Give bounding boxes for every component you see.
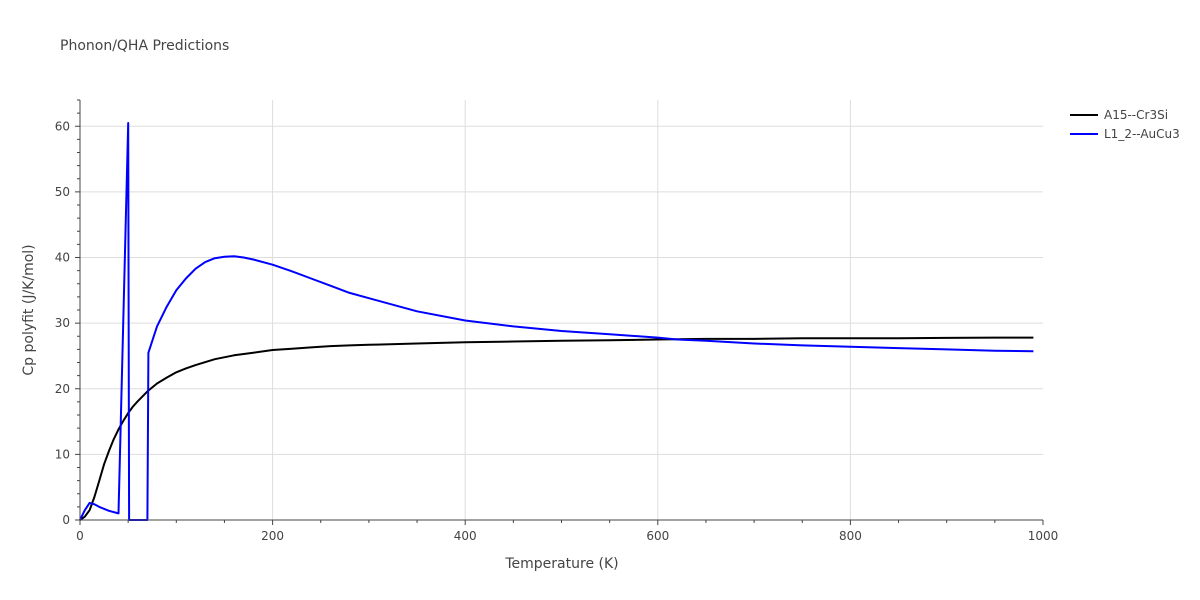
y-tick-label: 20 [55,382,70,396]
legend: A15--Cr3Si L1_2--AuCu3 [1070,108,1180,141]
y-axis-label: Cp polyfit (J/K/mol) [21,244,37,375]
legend-label: L1_2--AuCu3 [1104,127,1180,141]
y-tick-label: 30 [55,316,70,330]
legend-label: A15--Cr3Si [1104,108,1168,122]
x-tick-label: 200 [261,529,284,543]
y-tick-label: 0 [62,513,70,527]
x-tick-label: 0 [76,529,84,543]
y-tick-label: 40 [55,251,70,265]
axes: 0 200 400 600 800 1000 0 10 20 30 40 50 60 [55,99,1059,543]
y-tick-label: 50 [55,185,70,199]
x-tick-label: 600 [646,529,669,543]
x-tick-label: 400 [454,529,477,543]
grid [80,100,1043,520]
plot-area [79,122,1034,521]
y-tick-label: 10 [55,447,70,461]
chart-title: Phonon/QHA Predictions [60,38,229,54]
series-line-1 [79,336,1034,521]
x-tick-label: 1000 [1028,529,1059,543]
y-tick-label: 60 [55,119,70,133]
x-tick-label: 800 [839,529,862,543]
series-line-2 [79,122,1034,521]
x-axis-label: Temperature (K) [504,556,618,572]
